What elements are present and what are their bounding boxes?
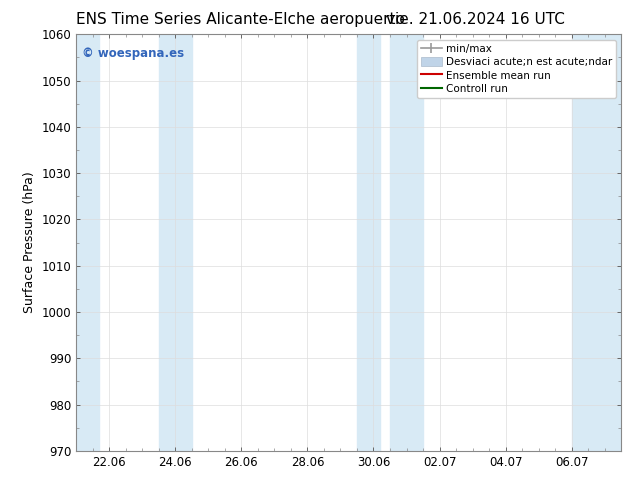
Bar — [572, 34, 621, 451]
Bar — [76, 34, 99, 451]
Bar — [390, 34, 423, 451]
Bar — [158, 34, 191, 451]
Bar — [357, 34, 380, 451]
Text: © woespana.es: © woespana.es — [82, 47, 184, 60]
Text: vie. 21.06.2024 16 UTC: vie. 21.06.2024 16 UTC — [386, 12, 565, 27]
Y-axis label: Surface Pressure (hPa): Surface Pressure (hPa) — [23, 172, 36, 314]
Legend: min/max, Desviaci acute;n est acute;ndar, Ensemble mean run, Controll run: min/max, Desviaci acute;n est acute;ndar… — [417, 40, 616, 98]
Text: ENS Time Series Alicante-Elche aeropuerto: ENS Time Series Alicante-Elche aeropuert… — [77, 12, 405, 27]
